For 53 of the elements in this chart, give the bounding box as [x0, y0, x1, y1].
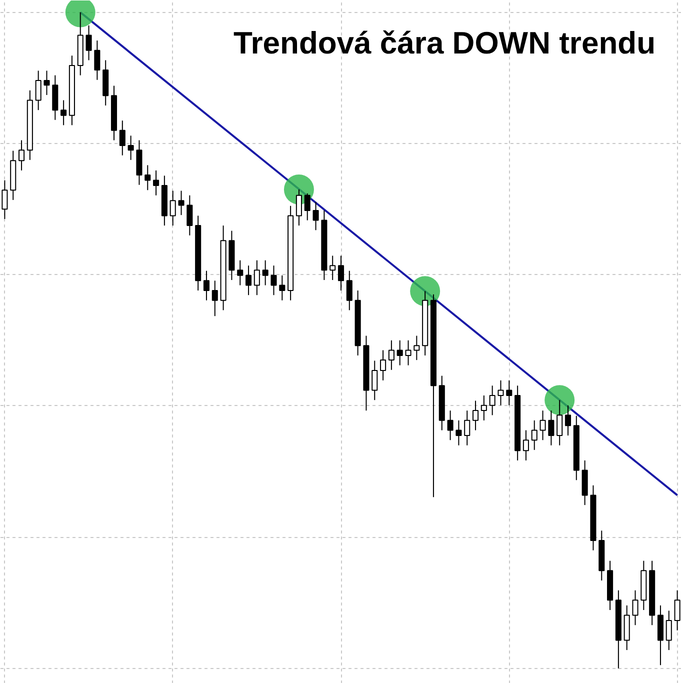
- candlestick: [540, 410, 546, 441]
- candlestick: [270, 265, 277, 296]
- candlestick: [296, 188, 302, 226]
- point: [544, 385, 575, 416]
- candlestick: [35, 70, 42, 111]
- candlestick: [2, 180, 8, 220]
- candlestick: [405, 340, 412, 366]
- candlestick: [178, 190, 184, 216]
- candlestick: [18, 140, 25, 171]
- candlestick: [456, 420, 462, 446]
- candlestick: [548, 410, 554, 446]
- candlestick: [44, 70, 50, 96]
- candlestick: [245, 265, 252, 296]
- chart-title: Trendová čára DOWN trendu: [233, 26, 656, 60]
- candlestick: [119, 120, 126, 156]
- candlestick: [489, 385, 496, 416]
- candlestick: [203, 270, 210, 301]
- candlestick: [312, 201, 319, 231]
- candlestick: [674, 590, 680, 631]
- candlestick: [472, 400, 479, 431]
- candlestick: [60, 100, 67, 126]
- candlestick: [254, 260, 260, 296]
- candlestick: [128, 135, 134, 160]
- candlestick: [186, 194, 193, 236]
- candlestick: [262, 260, 268, 286]
- candlestick: [522, 430, 529, 461]
- candlestick: [531, 420, 538, 450]
- candlestick: [388, 340, 394, 370]
- candlestick: [372, 360, 378, 401]
- candlestick: [304, 192, 310, 221]
- candlestick: [94, 40, 100, 80]
- candlestick: [144, 164, 151, 191]
- candlestick: [86, 24, 92, 61]
- candlestick: [338, 255, 344, 291]
- candlestick: [170, 190, 176, 226]
- candlestick: [666, 610, 672, 651]
- candlestick: [212, 280, 218, 317]
- candlestick: [237, 260, 244, 286]
- candlestick: [480, 394, 487, 421]
- candlestick: [279, 274, 286, 301]
- candlestick: [414, 335, 420, 361]
- candlestick: [632, 590, 638, 626]
- candlestick: [506, 380, 512, 406]
- candlestick: [153, 170, 160, 196]
- candlestick: [330, 255, 336, 280]
- candlestick: [380, 350, 386, 381]
- candlestick: [346, 270, 352, 311]
- candlestick: [396, 340, 403, 366]
- candlestick: [447, 410, 454, 441]
- candlestick: [498, 380, 504, 406]
- candlestick: [564, 404, 572, 436]
- candlestick: [556, 400, 563, 446]
- candlestick: [464, 410, 470, 446]
